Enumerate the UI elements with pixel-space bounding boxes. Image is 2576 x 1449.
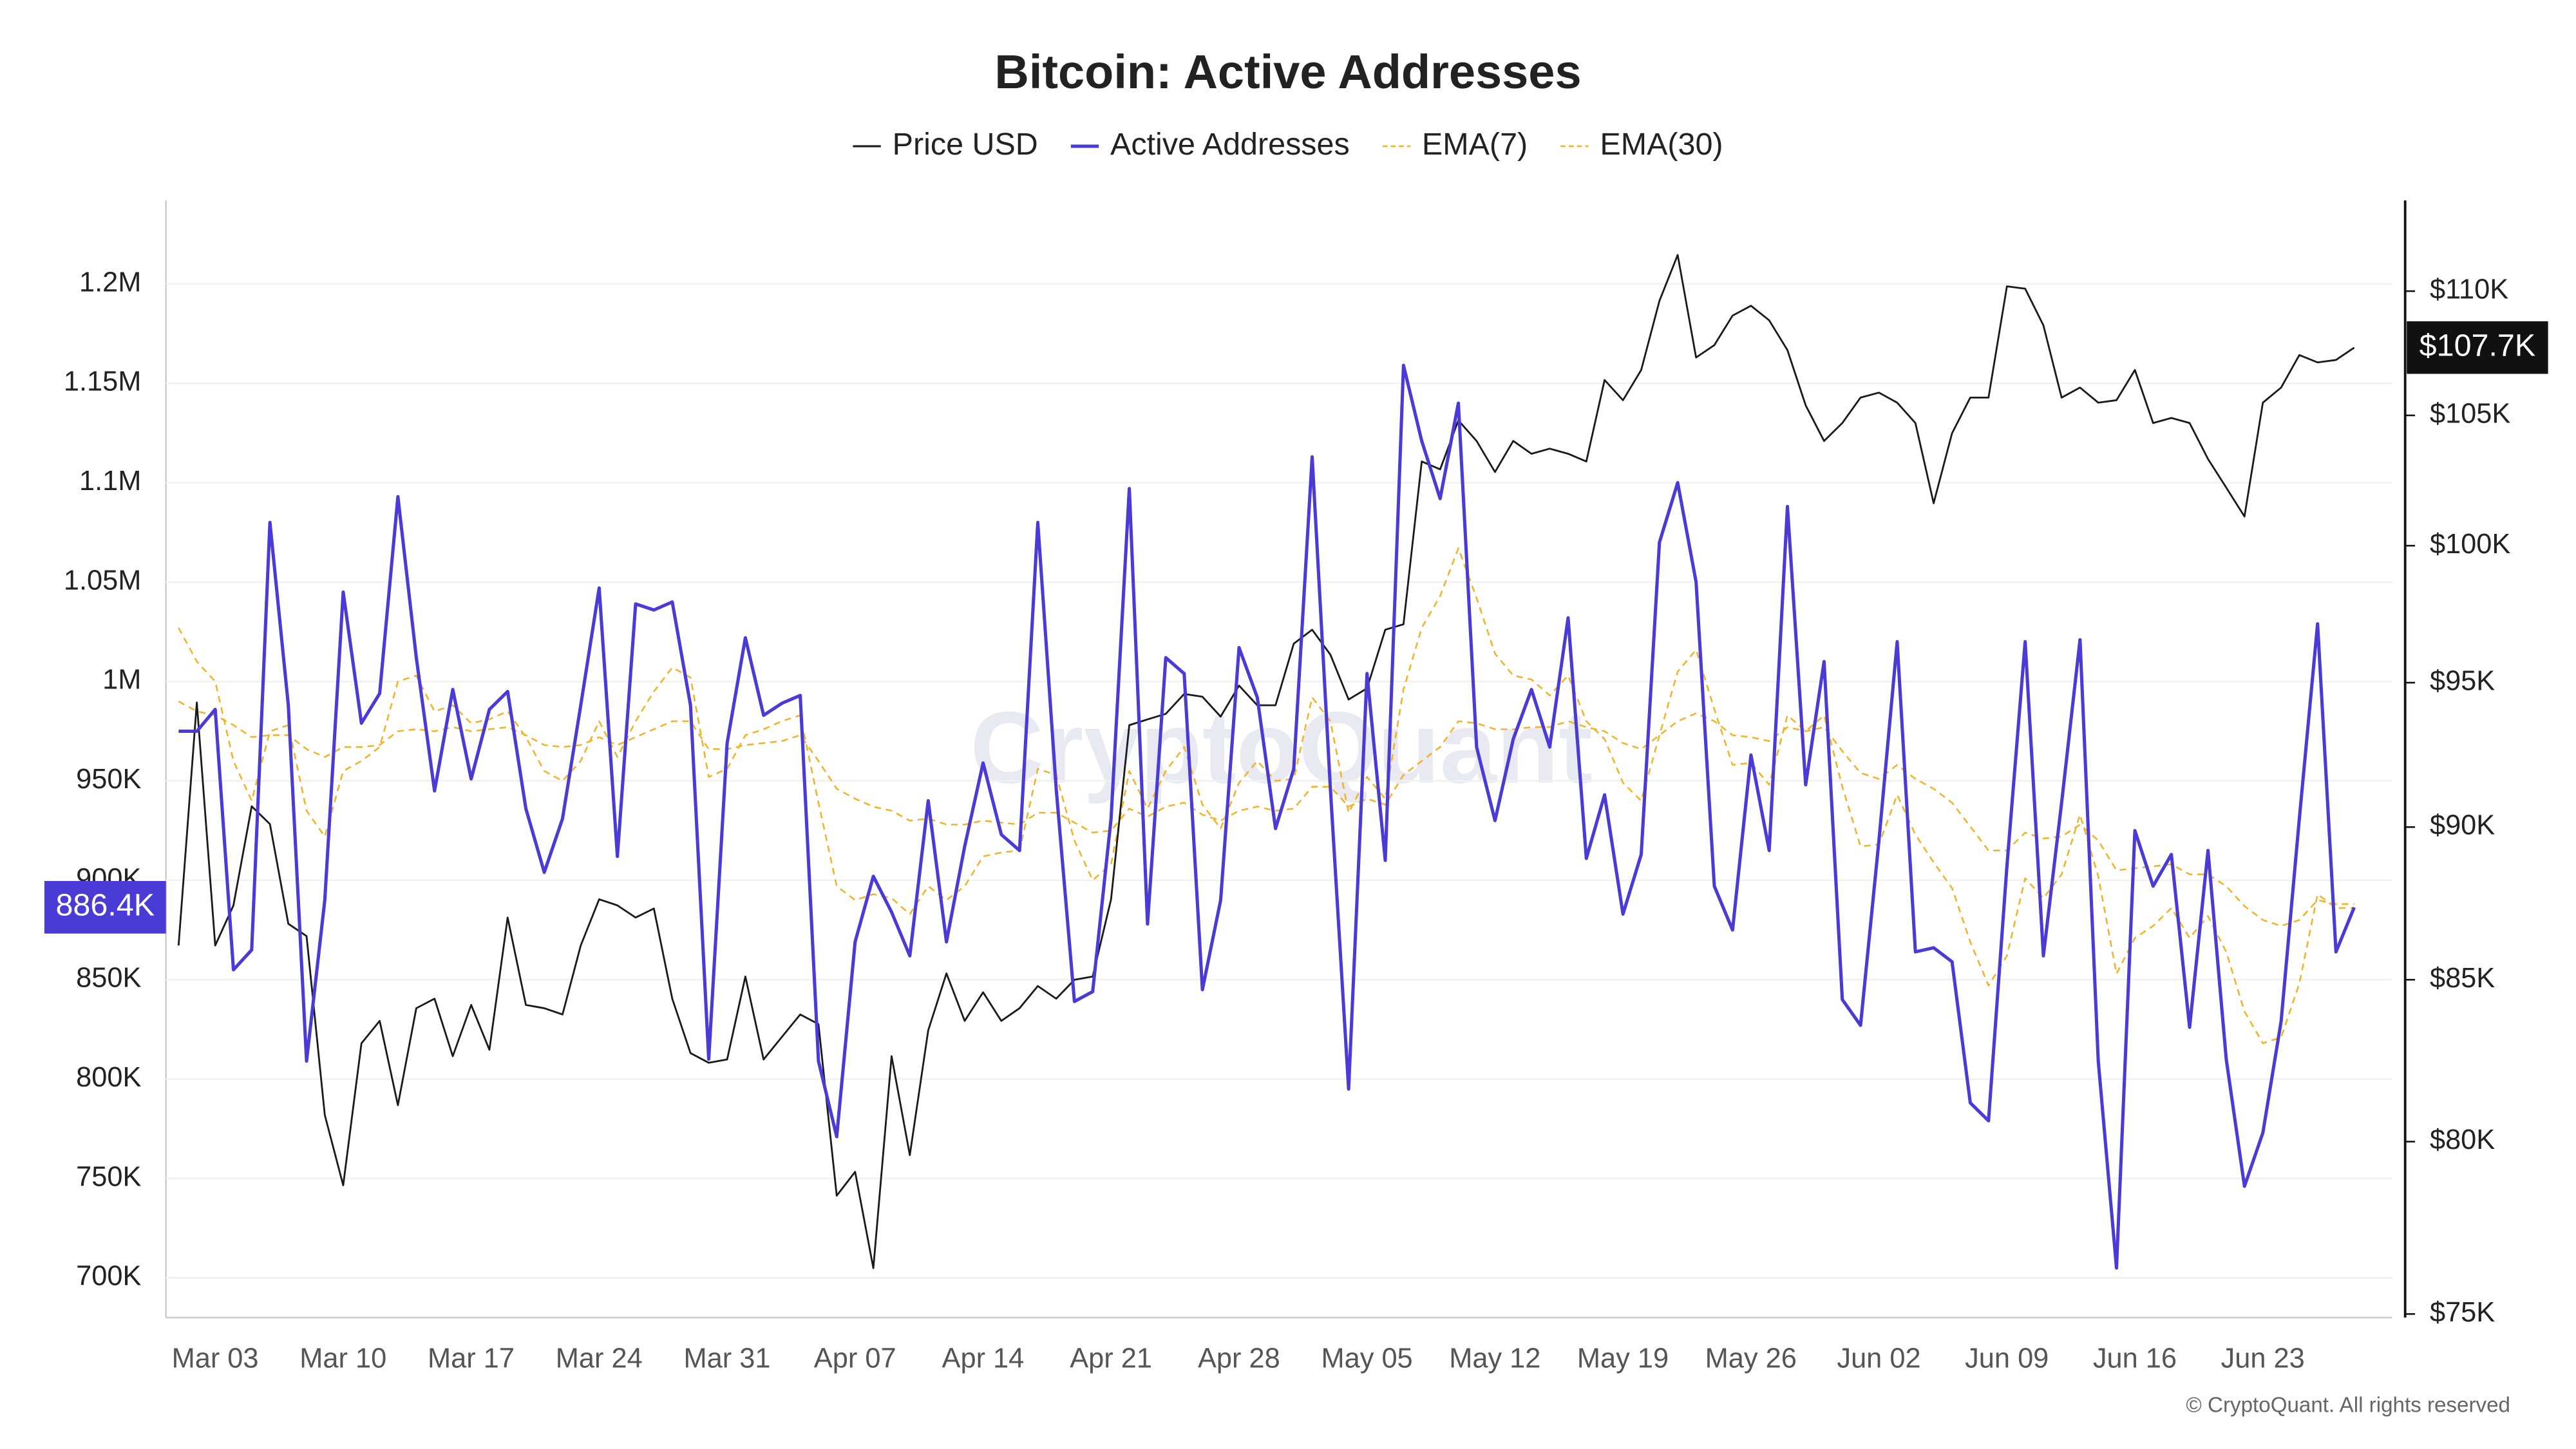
y2-tick-label: $90K — [2430, 810, 2495, 841]
x-tick-label: Apr 28 — [1198, 1343, 1280, 1374]
y2-tick-label: $105K — [2430, 398, 2510, 429]
legend-label: Price USD — [893, 127, 1038, 162]
x-tick-label: Jun 02 — [1837, 1343, 1920, 1374]
chart-title: Bitcoin: Active Addresses — [994, 45, 1581, 99]
x-tick-label: Jun 23 — [2221, 1343, 2305, 1374]
legend: Price USD Active Addresses EMA(7) EMA(30) — [853, 127, 1723, 162]
x-tick-label: May 19 — [1577, 1343, 1669, 1374]
y-tick-label: 1.2M — [79, 267, 141, 298]
y-tick-label: 800K — [76, 1062, 141, 1093]
y-tick-label: 1.1M — [79, 466, 141, 497]
y-tick-label: 950K — [76, 764, 141, 795]
legend-label: Active Addresses — [1110, 127, 1350, 162]
legend-label: EMA(30) — [1600, 127, 1723, 162]
x-tick-label: May 05 — [1321, 1343, 1412, 1374]
y-tick-label: 750K — [76, 1161, 141, 1192]
y-tick-label: 1M — [102, 665, 141, 696]
series-line — [178, 700, 2354, 927]
legend-label: EMA(7) — [1422, 127, 1528, 162]
x-tick-label: May 12 — [1449, 1343, 1540, 1374]
last-value-label: 886.4K — [55, 888, 155, 923]
source: © CryptoQuant. All rights reserved — [2186, 1393, 2510, 1417]
y2-tick-label: $110K — [2430, 274, 2508, 305]
y-tick-label: 1.15M — [64, 366, 142, 397]
x-tick-label: Mar 10 — [299, 1343, 386, 1374]
y2-tick-label: $85K — [2430, 963, 2495, 994]
x-tick-label: Apr 07 — [814, 1343, 896, 1374]
x-tick-label: Mar 03 — [172, 1343, 259, 1374]
y2-tick-label: $95K — [2430, 666, 2495, 697]
y-tick-label: 700K — [76, 1261, 141, 1292]
y-tick-label: 850K — [76, 963, 141, 994]
x-tick-label: Mar 31 — [683, 1343, 770, 1374]
y2-tick-label: $75K — [2430, 1297, 2495, 1328]
series-line — [177, 254, 2355, 1269]
series-line — [178, 363, 2356, 1270]
last-value-label: $107.7K — [2420, 328, 2536, 363]
y2-tick-label: $80K — [2430, 1124, 2495, 1155]
x-tick-label: May 26 — [1705, 1343, 1797, 1374]
y-tick-label: 1.05M — [64, 565, 142, 596]
x-tick-label: Apr 14 — [942, 1343, 1025, 1374]
last-value-box — [44, 881, 166, 934]
watermark: CryptoQuant — [971, 690, 1593, 804]
x-tick-label: Apr 21 — [1070, 1343, 1152, 1374]
y2-tick-label: $100K — [2430, 529, 2510, 560]
last-value-box — [2407, 321, 2548, 374]
x-tick-label: Jun 09 — [1965, 1343, 2049, 1374]
series-line — [178, 547, 2354, 1045]
x-tick-label: Mar 17 — [428, 1343, 515, 1374]
x-tick-label: Jun 16 — [2093, 1343, 2177, 1374]
x-tick-label: Mar 24 — [556, 1343, 643, 1374]
